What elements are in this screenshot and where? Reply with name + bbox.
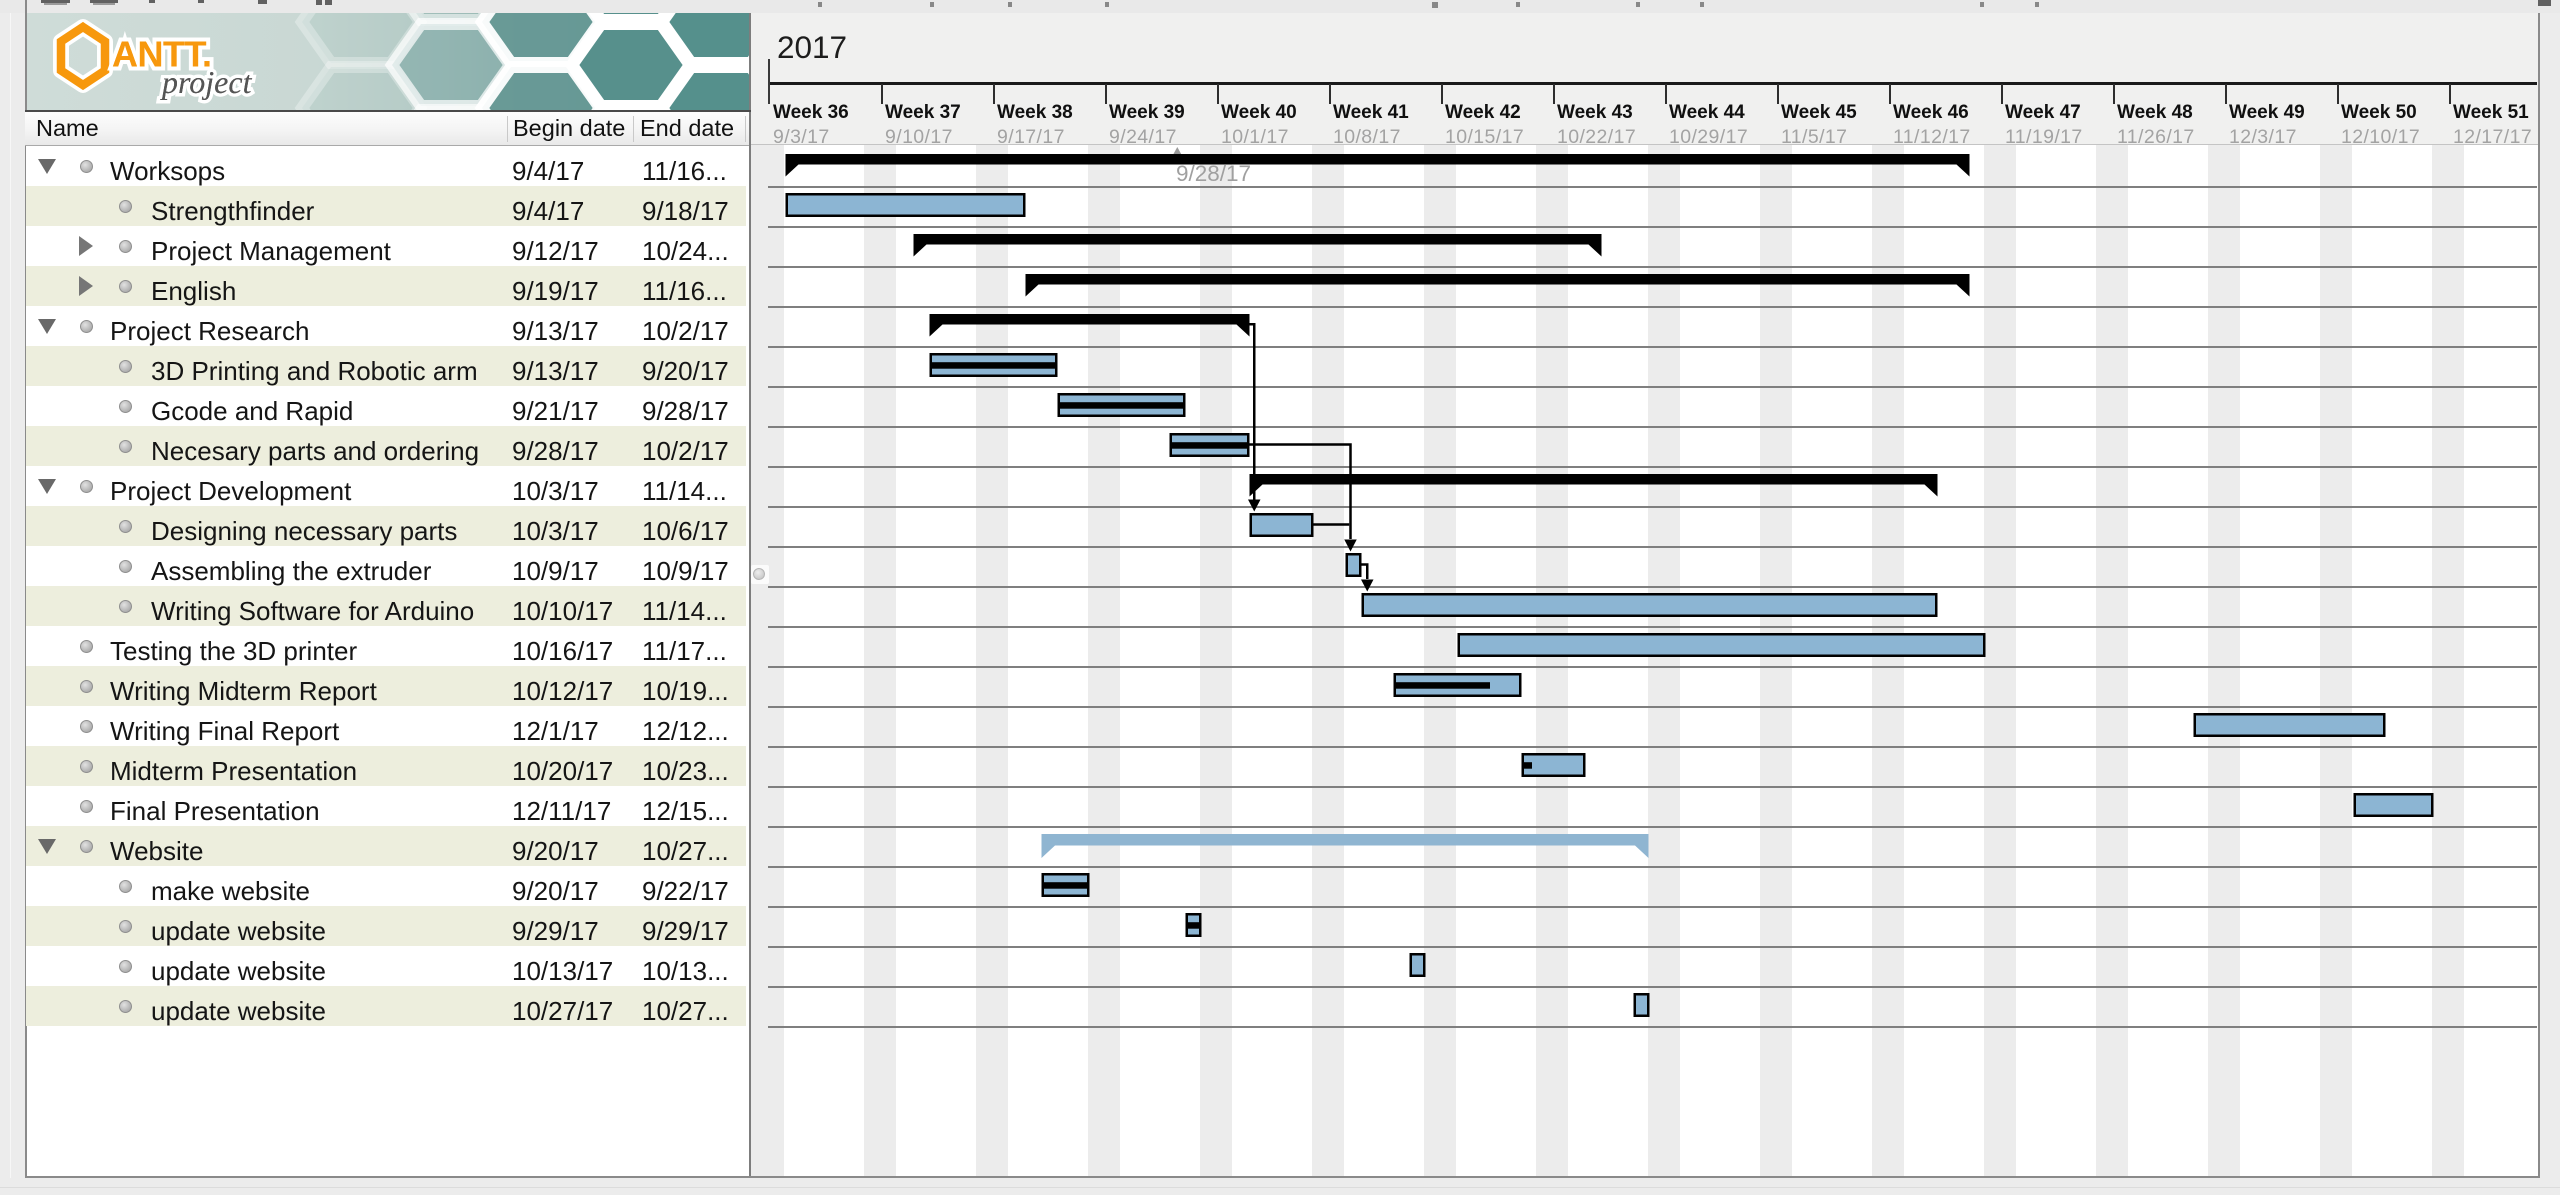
svg-text:project: project	[160, 64, 253, 100]
svg-text:project: project	[160, 64, 253, 100]
svg-text:ANTT.: ANTT.	[112, 34, 212, 75]
svg-text:ANTT.: ANTT.	[112, 34, 212, 75]
